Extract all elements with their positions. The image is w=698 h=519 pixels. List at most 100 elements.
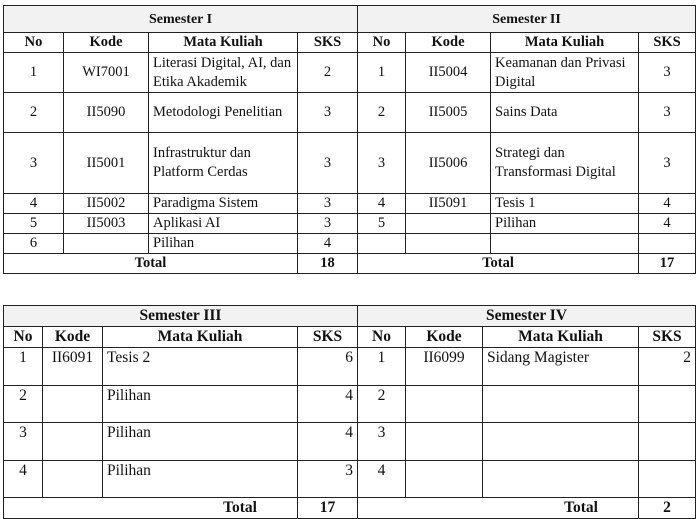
cell-sks: 3 bbox=[296, 193, 359, 214]
table-row: 2 II5090 Metodologi Penelitian 3 2 II5005 Sain… bbox=[3, 92, 697, 133]
cell-mata-kuliah: Pilihan bbox=[490, 213, 640, 234]
cell-mata-kuliah: Infrastruktur dan Platform Cerdas bbox=[148, 132, 298, 194]
cell-mata-kuliah: Tesis 1 bbox=[490, 193, 640, 214]
cell-mata-kuliah bbox=[482, 385, 639, 423]
cell-mata-kuliah: Metodologi Penelitian bbox=[148, 92, 298, 133]
cell-mata-kuliah: Pilihan bbox=[102, 422, 298, 461]
cell-kode bbox=[42, 422, 103, 461]
cell-mata-kuliah bbox=[482, 460, 639, 498]
column-header-mk: Mata Kuliah bbox=[148, 32, 298, 53]
cell-mata-kuliah: Literasi Digital, AI, dan Etika Akademik bbox=[148, 52, 298, 93]
cell-no bbox=[357, 233, 407, 254]
cell-kode bbox=[405, 385, 483, 423]
cell-kode bbox=[405, 460, 483, 498]
column-header-mk: Mata Kuliah bbox=[482, 326, 639, 348]
cell-no: 4 bbox=[3, 460, 43, 498]
column-header-no: No bbox=[357, 32, 407, 53]
total-label: Total bbox=[357, 497, 639, 519]
total-label: Total bbox=[3, 253, 298, 274]
semester-1-2-table: Semester I Semester II No Kode Mata Kuliah SK… bbox=[2, 5, 697, 274]
semester-title: Semester I bbox=[2, 5, 359, 33]
column-header-sks: SKS bbox=[297, 326, 358, 348]
cell-sks: 4 bbox=[297, 422, 358, 461]
cell-no: 1 bbox=[3, 52, 64, 93]
cell-no: 3 bbox=[3, 422, 43, 461]
cell-no: 4 bbox=[3, 193, 64, 214]
cell-mata-kuliah: Strategi dan Transformasi Digital bbox=[490, 132, 640, 194]
semester-title: Semester II bbox=[357, 5, 697, 33]
cell-kode bbox=[42, 385, 103, 423]
cell-sks: 4 bbox=[296, 233, 359, 254]
total-value: 17 bbox=[297, 497, 358, 519]
cell-sks: 4 bbox=[297, 385, 358, 423]
cell-sks: 3 bbox=[638, 132, 697, 194]
cell-mata-kuliah: Keamanan dan Privasi Digital bbox=[490, 52, 640, 93]
cell-kode: II6099 bbox=[405, 347, 483, 386]
cell-kode: WI7001 bbox=[63, 52, 149, 93]
cell-kode bbox=[63, 233, 149, 254]
cell-kode: II5005 bbox=[405, 92, 492, 133]
cell-no: 6 bbox=[3, 233, 64, 254]
column-header-no: No bbox=[357, 326, 406, 348]
cell-mata-kuliah: Paradigma Sistem bbox=[148, 193, 298, 214]
cell-no: 2 bbox=[357, 92, 407, 133]
column-header-kode: Kode bbox=[63, 32, 149, 53]
cell-no: 3 bbox=[3, 132, 64, 194]
column-header-kode: Kode bbox=[42, 326, 103, 348]
cell-no: 4 bbox=[357, 193, 407, 214]
cell-sks bbox=[637, 422, 697, 461]
semester-title: Semester IV bbox=[356, 305, 697, 327]
column-header-kode: Kode bbox=[405, 326, 483, 348]
table-row: 1 II6091 Tesis 2 6 1 II6099 Sidang Magister 2 bbox=[3, 347, 697, 386]
cell-no: 2 bbox=[357, 385, 406, 423]
cell-mata-kuliah: Pilihan bbox=[148, 233, 298, 254]
cell-kode bbox=[42, 460, 103, 498]
total-value: 2 bbox=[637, 497, 697, 519]
column-header-no: No bbox=[3, 32, 64, 53]
column-header-sks: SKS bbox=[638, 32, 697, 53]
cell-no: 3 bbox=[357, 132, 407, 194]
column-header-kode: Kode bbox=[405, 32, 492, 53]
column-header-sks: SKS bbox=[637, 326, 697, 348]
table-row: 3 II5001 Infrastruktur dan Platform Cerdas… bbox=[3, 132, 697, 194]
cell-no: 5 bbox=[357, 213, 407, 234]
cell-mata-kuliah: Sidang Magister bbox=[482, 347, 639, 386]
cell-kode: II6091 bbox=[42, 347, 103, 386]
cell-kode: II5003 bbox=[63, 213, 149, 234]
table-row: 6 Pilihan 4 bbox=[3, 233, 697, 254]
cell-sks: 4 bbox=[638, 193, 697, 214]
cell-no: 1 bbox=[3, 347, 43, 386]
table-row: 5 II5003 Aplikasi AI 3 5 Pilihan 4 bbox=[3, 213, 697, 234]
cell-mata-kuliah bbox=[482, 422, 639, 461]
cell-mata-kuliah: Pilihan bbox=[102, 460, 298, 498]
column-header-no: No bbox=[3, 326, 43, 348]
total-label: Total bbox=[357, 253, 640, 274]
column-header-mk: Mata Kuliah bbox=[490, 32, 640, 53]
cell-no: 3 bbox=[357, 422, 406, 461]
column-header-mk: Mata Kuliah bbox=[102, 326, 298, 348]
cell-sks: 3 bbox=[638, 92, 697, 133]
semester-title: Semester III bbox=[3, 305, 358, 327]
cell-sks: 2 bbox=[296, 52, 359, 93]
table-row: 1 WI7001 Literasi Digital, AI, dan Etika A… bbox=[3, 52, 697, 93]
cell-mata-kuliah: Aplikasi AI bbox=[148, 213, 298, 234]
cell-sks: 3 bbox=[296, 92, 359, 133]
cell-sks bbox=[638, 233, 697, 254]
cell-kode: II5091 bbox=[405, 193, 492, 214]
column-header-sks: SKS bbox=[296, 32, 359, 53]
table-row: 2 Pilihan 4 2 bbox=[3, 385, 697, 423]
cell-no: 2 bbox=[3, 92, 64, 133]
cell-sks bbox=[637, 460, 697, 498]
cell-sks: 4 bbox=[638, 213, 697, 234]
cell-mata-kuliah: Pilihan bbox=[102, 385, 298, 423]
cell-kode: II5006 bbox=[405, 132, 492, 194]
cell-sks: 3 bbox=[638, 52, 697, 93]
cell-mata-kuliah bbox=[490, 233, 640, 254]
semester-3-4-table: Semester III Semester IV No Kode Mata Kuliah… bbox=[3, 305, 697, 519]
cell-kode: II5004 bbox=[405, 52, 492, 93]
table-row: 3 Pilihan 4 3 bbox=[3, 422, 697, 461]
cell-no: 2 bbox=[3, 385, 43, 423]
cell-kode bbox=[405, 233, 492, 254]
cell-mata-kuliah: Tesis 2 bbox=[102, 347, 298, 386]
